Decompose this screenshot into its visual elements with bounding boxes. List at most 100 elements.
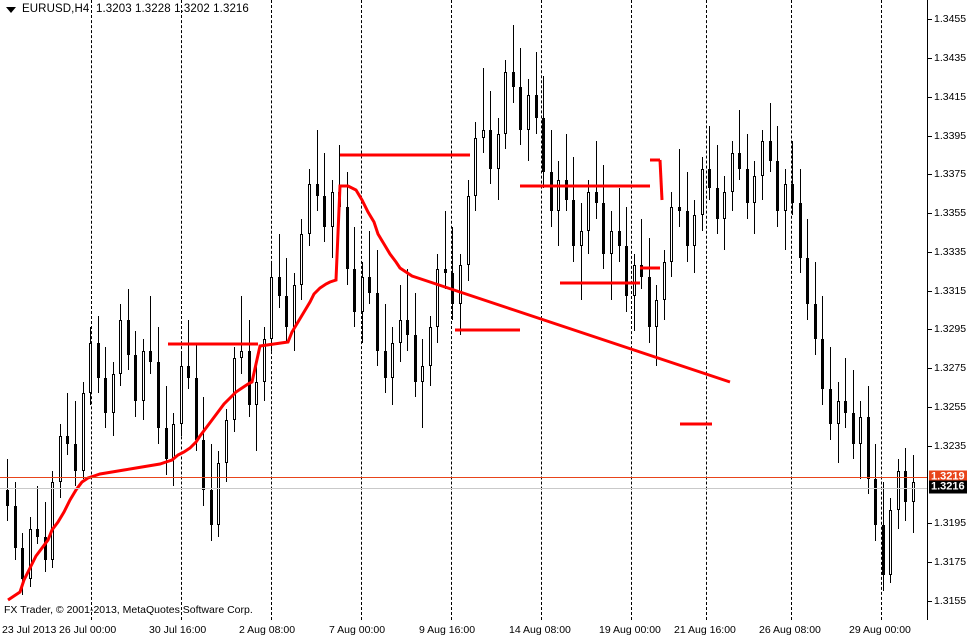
candle-body <box>66 435 69 444</box>
candle-body <box>557 180 560 212</box>
candle-body <box>142 350 145 402</box>
candle-body <box>904 470 907 502</box>
time-tick-label: 26 Jul 00:00 <box>59 624 117 636</box>
candle-body <box>859 416 862 444</box>
candle-body <box>580 230 583 247</box>
candle-body <box>36 528 39 537</box>
price-tick <box>928 252 932 253</box>
candle-body <box>550 172 553 212</box>
candle-body <box>210 490 213 526</box>
candle-body <box>51 482 54 560</box>
candle-body <box>806 257 809 305</box>
price-axis[interactable]: 1.3455 1.3435 1.3415 1.3395 1.3375 1.3355 1.33… <box>928 0 968 620</box>
candle-body <box>187 366 190 378</box>
candle-body <box>542 118 545 173</box>
candle-body <box>406 319 409 336</box>
price-tick-label: 1.3415 <box>934 90 967 103</box>
candle-body <box>889 509 892 576</box>
candle-body <box>535 94 538 119</box>
candle-body <box>610 230 613 254</box>
candle-wick <box>256 362 257 452</box>
candle-body <box>255 381 258 405</box>
time-tick-label: 19 Aug 00:00 <box>599 624 661 636</box>
candle-body <box>655 300 658 328</box>
candle-body <box>127 319 130 355</box>
candle-body <box>519 87 522 130</box>
candle-wick <box>566 133 567 212</box>
candle-body <box>278 277 281 297</box>
candle-body <box>912 482 915 502</box>
candle-wick <box>67 393 68 456</box>
symbol-info-label: EURUSD,H4 1.3203 1.3228 1.3202 1.3216 <box>22 3 249 15</box>
price-tick <box>928 213 932 214</box>
chart-plot-area[interactable] <box>0 0 928 620</box>
chevron-down-icon[interactable] <box>6 6 16 13</box>
candle-wick <box>369 230 370 305</box>
candle-body <box>693 215 696 247</box>
price-tick-label: 1.3435 <box>934 52 967 65</box>
price-tick-label: 1.3155 <box>934 594 967 607</box>
candle-body <box>746 168 749 204</box>
price-tick-label: 1.3395 <box>934 129 967 142</box>
candle-body <box>504 71 507 134</box>
candle-body <box>285 296 288 328</box>
price-tick <box>928 174 932 175</box>
price-tick <box>928 407 932 408</box>
price-tick-label: 1.3255 <box>934 400 967 413</box>
candle-body <box>74 443 77 471</box>
candle-wick <box>581 203 582 301</box>
time-tick-label: 7 Aug 00:00 <box>329 624 386 636</box>
candle-body <box>701 168 704 216</box>
candle-body <box>217 463 220 526</box>
candle-body <box>172 424 175 460</box>
indicator-segment <box>658 159 664 201</box>
time-tick-label: 9 Aug 16:00 <box>419 624 476 636</box>
candle-wick <box>513 25 514 103</box>
candle-wick <box>241 296 242 374</box>
time-tick-label: 21 Aug 16:00 <box>674 624 736 636</box>
candle-body <box>293 284 296 328</box>
time-tick-label: 29 Aug 00:00 <box>849 624 911 636</box>
candle-body <box>467 195 470 266</box>
candle-body <box>814 304 817 340</box>
candle-body <box>602 203 605 254</box>
candle-wick <box>279 234 280 309</box>
candle-body <box>82 393 85 471</box>
price-tick <box>928 329 932 330</box>
candle-body <box>300 234 303 285</box>
candle-body <box>882 525 885 576</box>
candle-body <box>663 261 666 301</box>
candle-body <box>6 490 9 506</box>
price-tick <box>928 19 932 20</box>
candle-body <box>195 377 198 440</box>
gridline-vertical <box>791 0 792 620</box>
candle-wick <box>611 211 612 301</box>
trailing-stop-indicator <box>7 153 731 602</box>
candle-body <box>21 548 24 580</box>
candle-body <box>459 265 462 305</box>
candle-body <box>595 191 598 204</box>
candle-body <box>867 416 870 479</box>
candle-wick <box>536 52 537 134</box>
candle-body <box>648 277 651 328</box>
candle-body <box>497 133 500 169</box>
candle-body <box>346 207 349 270</box>
candle-body <box>119 319 122 374</box>
candle-body <box>799 203 802 258</box>
candle-body <box>738 153 741 169</box>
price-tick-label: 1.3295 <box>934 323 967 336</box>
gridline-vertical <box>881 0 882 620</box>
candle-body <box>678 207 681 212</box>
price-tick <box>928 601 932 602</box>
price-tick <box>928 523 932 524</box>
candle-body <box>414 335 417 382</box>
gridline-vertical <box>631 0 632 620</box>
ask-price-line <box>0 488 927 489</box>
candle-body <box>587 191 590 231</box>
price-tick-label: 1.3235 <box>934 439 967 452</box>
candle-body <box>29 528 32 580</box>
price-tick-label: 1.3315 <box>934 284 967 297</box>
candle-body <box>761 141 764 177</box>
time-tick-label: 2 Aug 08:00 <box>239 624 296 636</box>
candle-body <box>399 319 402 343</box>
